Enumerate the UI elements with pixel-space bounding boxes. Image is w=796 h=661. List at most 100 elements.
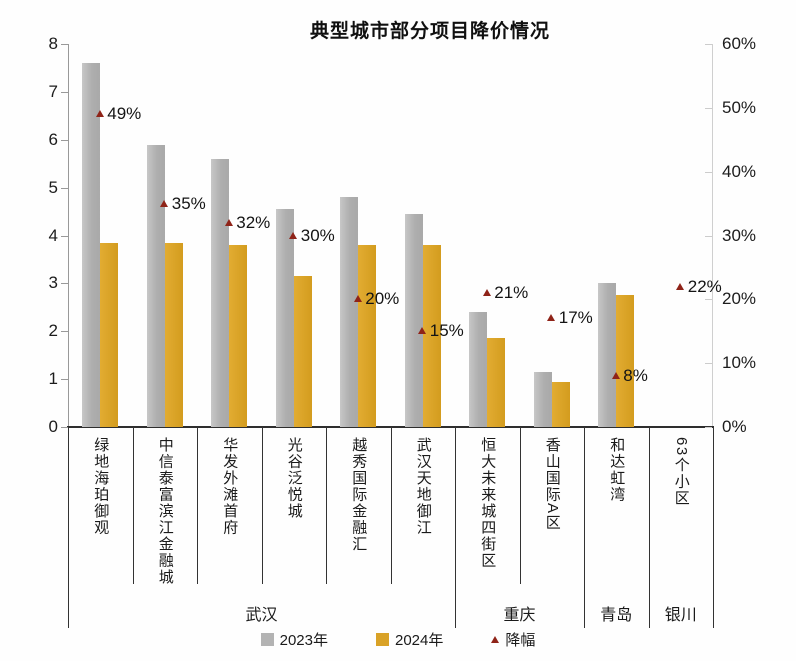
category-label: 光谷泛悦城 bbox=[285, 437, 303, 520]
city-group-label: 武汉 bbox=[245, 607, 278, 624]
bar-2023 bbox=[404, 213, 423, 427]
left-axis-tick-label: 4 bbox=[48, 225, 58, 245]
category-separator-line bbox=[132, 427, 134, 584]
right-axis-tick bbox=[705, 107, 712, 109]
right-axis-tick bbox=[705, 171, 712, 173]
bar-2023 bbox=[469, 312, 488, 427]
category-separator-line bbox=[261, 427, 263, 584]
legend-swatch-2024-icon bbox=[375, 633, 389, 646]
decline-marker-icon bbox=[224, 218, 233, 226]
city-group-label: 重庆 bbox=[503, 607, 536, 624]
category-label: 越秀国际金融汇 bbox=[350, 437, 368, 553]
bar-2024 bbox=[551, 381, 570, 427]
category-label: 和达虹湾 bbox=[608, 437, 626, 503]
legend-swatch-2023-icon bbox=[260, 633, 274, 646]
category-label: 华发外滩首府 bbox=[221, 437, 239, 536]
city-group-label: 银川 bbox=[664, 607, 697, 624]
bar-2024 bbox=[293, 276, 312, 427]
decline-marker-icon bbox=[95, 110, 104, 118]
decline-value-label: 17% bbox=[558, 308, 593, 328]
decline-marker-icon bbox=[160, 199, 169, 207]
left-axis-tick-label: 6 bbox=[48, 129, 58, 149]
left-axis-tick-label: 1 bbox=[48, 369, 58, 389]
legend-item-2024: 2024年 bbox=[375, 629, 444, 650]
bar-2023 bbox=[598, 283, 617, 427]
decline-marker-icon bbox=[289, 231, 298, 239]
group-separator-line bbox=[68, 427, 69, 628]
left-axis-tick bbox=[61, 379, 68, 381]
right-axis-tick bbox=[705, 363, 712, 365]
decline-marker-icon bbox=[418, 327, 427, 335]
bar-2024 bbox=[229, 245, 248, 427]
decline-marker-icon bbox=[547, 314, 556, 322]
group-separator-line bbox=[713, 427, 714, 628]
legend-item-2023: 2023年 bbox=[260, 629, 328, 650]
left-axis-tick bbox=[61, 91, 68, 93]
city-group-label: 青岛 bbox=[600, 607, 633, 624]
left-axis-tick-label: 5 bbox=[48, 177, 58, 197]
legend-item-decline: 降幅 bbox=[491, 629, 535, 650]
bar-2023 bbox=[146, 144, 165, 427]
left-axis-tick bbox=[61, 139, 68, 141]
right-axis-tick-label: 50% bbox=[722, 97, 757, 117]
category-separator-line bbox=[519, 427, 521, 584]
decline-marker-icon bbox=[611, 371, 620, 379]
left-axis-tick bbox=[61, 44, 68, 45]
chart-title: 典型城市部分项目降价情况 bbox=[309, 21, 550, 42]
decline-value-label: 49% bbox=[107, 104, 142, 124]
right-axis-tick bbox=[705, 44, 712, 45]
y-axis-left-line bbox=[68, 44, 69, 427]
decline-value-label: 15% bbox=[429, 321, 464, 341]
decline-value-label: 32% bbox=[236, 212, 271, 232]
left-axis-tick bbox=[61, 427, 68, 428]
bar-2024 bbox=[100, 242, 119, 427]
left-axis-tick bbox=[61, 235, 68, 237]
bar-2023 bbox=[340, 197, 359, 427]
decline-value-label: 8% bbox=[623, 365, 648, 385]
right-axis-tick-label: 0% bbox=[722, 417, 747, 436]
decline-marker-icon bbox=[482, 288, 491, 296]
legend-label-2024: 2024年 bbox=[394, 632, 444, 649]
decline-marker-icon bbox=[353, 295, 362, 303]
decline-value-label: 22% bbox=[687, 276, 722, 296]
decline-value-label: 21% bbox=[494, 282, 529, 302]
left-axis-tick bbox=[61, 187, 68, 189]
legend: 2023年 2024年 降幅 bbox=[0, 629, 796, 650]
left-axis-tick bbox=[61, 331, 68, 333]
decline-value-label: 35% bbox=[171, 193, 206, 213]
left-axis-tick-label: 7 bbox=[48, 81, 58, 101]
bar-2024 bbox=[616, 295, 635, 427]
decline-value-label: 20% bbox=[365, 289, 400, 309]
right-axis-tick-label: 40% bbox=[722, 161, 757, 181]
group-separator-line bbox=[455, 427, 456, 628]
category-label: 武汉天地御江 bbox=[414, 437, 432, 536]
legend-label-2023: 2023年 bbox=[279, 632, 328, 649]
right-axis-tick bbox=[705, 235, 712, 237]
category-separator-line bbox=[197, 427, 198, 584]
category-label: 绿地海珀御观 bbox=[92, 437, 110, 536]
category-label: 63个小区 bbox=[672, 437, 690, 507]
bar-2023 bbox=[533, 371, 552, 427]
bar-2023 bbox=[82, 63, 101, 427]
left-axis-tick-label: 8 bbox=[48, 34, 58, 53]
bar-2024 bbox=[487, 338, 506, 427]
category-label: 中信泰富滨江金融城 bbox=[156, 437, 174, 586]
decline-marker-icon bbox=[676, 282, 685, 290]
right-axis-tick bbox=[705, 299, 712, 301]
category-label: 恒大未来城四街区 bbox=[479, 437, 497, 569]
left-axis-tick bbox=[61, 283, 68, 285]
category-label: 香山国际A区 bbox=[543, 437, 561, 532]
group-separator-line bbox=[584, 427, 585, 628]
bar-2024 bbox=[358, 245, 377, 427]
right-axis-tick-label: 30% bbox=[722, 225, 757, 245]
left-axis-tick-label: 2 bbox=[48, 321, 58, 341]
right-axis-tick bbox=[705, 427, 712, 428]
bar-2024 bbox=[164, 242, 183, 427]
category-separator-line bbox=[390, 427, 392, 584]
bar-2023 bbox=[275, 209, 294, 427]
left-axis-tick-label: 0 bbox=[48, 417, 58, 436]
decline-value-label: 30% bbox=[300, 225, 335, 245]
left-axis-tick-label: 3 bbox=[48, 273, 58, 293]
legend-label-decline: 降幅 bbox=[505, 632, 536, 649]
